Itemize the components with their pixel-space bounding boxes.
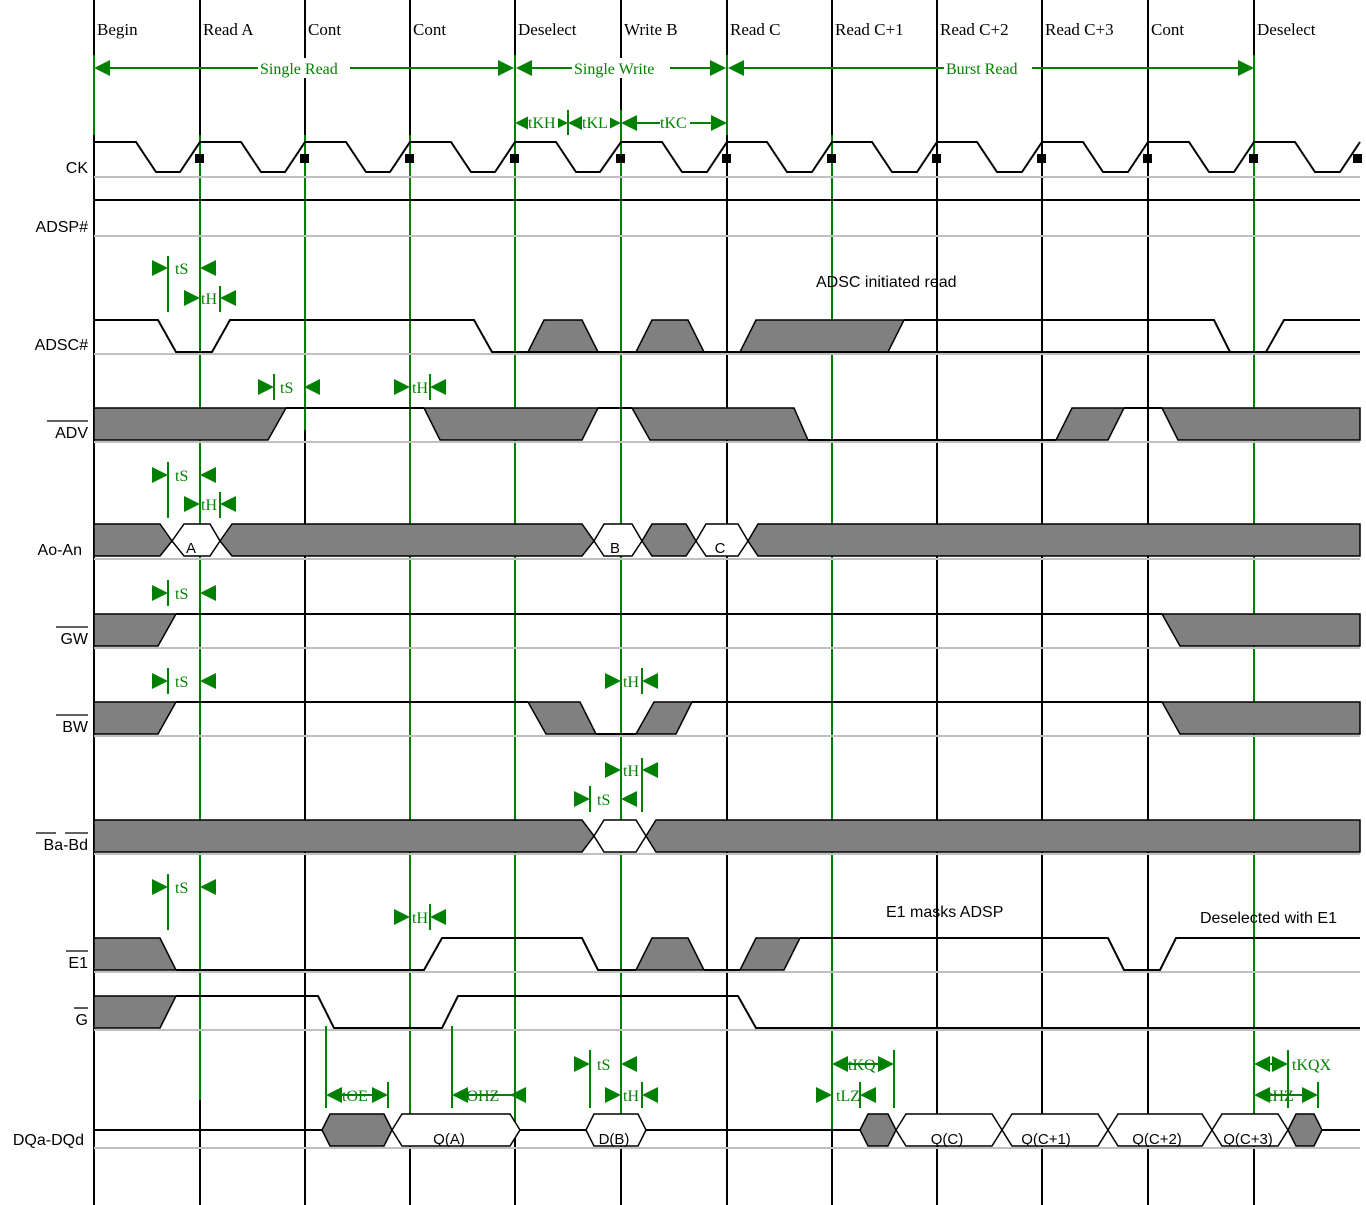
signal-gw: GW [60,631,88,648]
phase-label: Single Read [260,61,338,78]
note-adsc-read: ADSC initiated read [816,274,957,291]
annotations: ADSC initiated read E1 masks ADSP Desele… [816,274,1337,927]
th-label: tH [623,763,639,780]
bw-waveform [93,701,1361,735]
signal-adsp: ADSP# [36,219,89,236]
signal-ck: CK [66,160,89,177]
col-label: Read C [730,20,781,39]
dq-qa: Q(A) [433,1131,465,1148]
dq-qc1: Q(C+1) [1021,1131,1071,1148]
signal-dq: DQa-DQd [13,1132,84,1149]
th-label: tH [623,1088,639,1105]
thz-label: tHZ [1268,1088,1294,1105]
ts-label: tS [175,468,188,485]
ts-label: tS [175,674,188,691]
ts-label: tS [597,1057,610,1074]
tohz-label: tOHZ [462,1088,499,1105]
toe-label: tOE [342,1088,368,1105]
reference-edges [93,55,1255,1140]
gw-waveform [93,613,1361,647]
dq-db: D(B) [599,1131,630,1148]
ts-label: tS [175,586,188,603]
th-label: tH [201,497,217,514]
setup-hold-markers [152,256,1319,1108]
signal-g: G [76,1012,88,1029]
tkqx-label: tKQX [1292,1057,1332,1074]
col-label: Deselect [1257,20,1316,39]
th-label: tH [623,674,639,691]
cycle-labels: Begin Read A Cont Cont Deselect Write B … [97,20,1316,39]
col-label: Write B [624,20,678,39]
signal-names: CK ADSP# ADSC# ADV Ao-An GW BW Ba-Bd E1 … [13,160,89,1149]
signal-adv: ADV [55,425,88,442]
tkc-label: tKC [660,115,687,132]
note-deselect-e1: Deselected with E1 [1200,910,1337,927]
addr-b: B [610,540,620,557]
signal-bw: BW [62,719,89,736]
phase-label: Single Write [574,61,654,78]
cycle-gridlines [93,0,1255,1205]
col-label: Read C+2 [940,20,1009,39]
col-label: Begin [97,20,138,39]
addr-c: C [715,540,726,557]
col-label: Cont [1151,20,1184,39]
phase-label: Burst Read [946,61,1018,78]
col-label: Read C+1 [835,20,904,39]
tkq-label: tKQ [848,1057,876,1074]
dq-qc: Q(C) [931,1131,964,1148]
addr-waveform: A B C [93,523,1361,557]
signal-addr: Ao-An [38,542,82,559]
signal-adsc: ADSC# [35,337,88,354]
tkl-label: tKL [582,115,608,132]
ck-waveform [94,141,1362,173]
col-label: Read C+3 [1045,20,1114,39]
col-label: Cont [413,20,446,39]
th-label: tH [412,910,428,927]
note-e1-mask: E1 masks ADSP [886,904,1003,921]
ts-label: tS [175,880,188,897]
th-label: tH [201,291,217,308]
dq-waveform: Q(A) D(B) Q(C) Q(C+1) Q(C+2) Q(C+3) [94,1113,1360,1148]
signal-ba-bd: Ba-Bd [44,837,88,854]
baselines [94,176,1360,1149]
e1-waveform [93,937,1360,971]
col-label: Cont [308,20,341,39]
tlz-label: tLZ [836,1088,860,1105]
ba-bd-waveform [93,819,1361,853]
g-waveform [93,995,1360,1029]
ts-label: tS [175,261,188,278]
col-label: Deselect [518,20,577,39]
adv-waveform [93,407,1361,441]
adsc-waveform [94,319,1360,353]
ts-label: tS [597,792,610,809]
th-label: tH [412,380,428,397]
tkh-label: tKH [528,115,556,132]
col-label: Read A [203,20,254,39]
addr-a: A [186,540,196,557]
dq-qc2: Q(C+2) [1132,1131,1182,1148]
dq-qc3: Q(C+3) [1223,1131,1273,1148]
timing-labels: tS tH tS tH tS tH tS tS tH tH tS tS tH t… [175,261,1332,1105]
signal-e1: E1 [68,955,88,972]
active-low-bars [36,420,88,1009]
ts-label: tS [280,380,293,397]
